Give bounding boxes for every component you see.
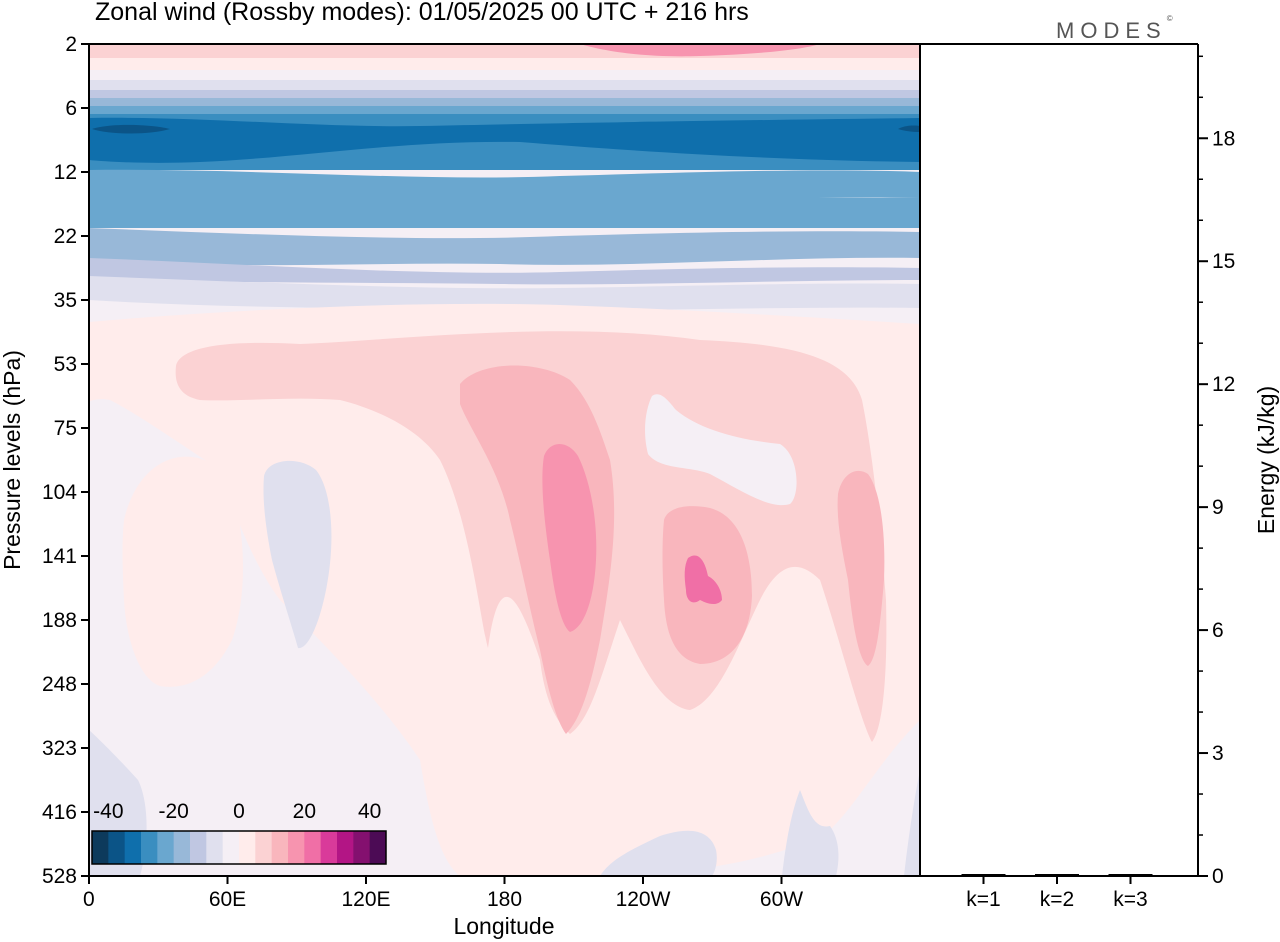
colorbar: -40 -20 0 20 40 [91,800,387,865]
band-lower-gray [89,258,920,285]
colorbar-tick-label: 0 [233,800,245,823]
colorbar-cell [141,831,158,864]
colorbar-tick-label: -40 [93,800,123,823]
band-easterly-core [89,117,920,163]
energy-bar [1035,874,1079,876]
westerly-top-pink [580,44,820,57]
colorbar-tick-label: 40 [358,800,381,823]
colorbar-cell [353,831,371,864]
pressure-tick-label: 248 [42,673,77,696]
surface-pocket-mid [600,830,717,876]
longitude-tick-label: 60W [760,888,803,911]
pressure-tick-label: 188 [42,609,77,632]
energy-category-label: k=3 [1113,888,1147,911]
westerly-west-pale [122,456,243,687]
colorbar-cell [304,831,322,864]
energy-tick-label: 9 [1212,496,1224,519]
colorbar-cell [239,831,256,864]
westerly-core-2 [684,555,722,605]
energy-bar [1108,874,1153,876]
chart-title: Zonal wind (Rossby modes): 01/05/2025 00… [95,0,749,26]
energy-tick-label: 15 [1212,250,1235,273]
energy-category-label: k=2 [1040,888,1074,911]
energy-bar [961,874,1006,876]
band-easterly-2 [89,169,920,204]
energy-tick-label: 3 [1212,742,1224,765]
colorbar-cell [108,831,126,864]
pressure-tick-label: 22 [54,225,77,248]
colorbar-cell [222,831,240,864]
colorbar-tick-label: 20 [293,800,316,823]
band-top-gray [89,90,920,98]
energy-tick-label: 0 [1212,865,1224,888]
westerly-core-1 [542,444,597,632]
energy-tick-label: 18 [1212,127,1235,150]
pressure-tick-label: 35 [54,289,77,312]
surface-pocket-right [782,790,839,876]
longitude-tick-label: 60E [209,888,246,911]
pressure-tick-label: 6 [65,97,77,120]
easterly-pocket-1 [263,460,332,649]
pressure-tick-label: 141 [42,545,77,568]
colorbar-cell [190,831,207,864]
energy-tick-label: 12 [1212,373,1235,396]
longitude-tick-label: 0 [83,888,95,911]
colorbar-tick-label: -20 [158,800,188,823]
logo-text: MODES [1056,18,1167,43]
energy-tick-group: 0 3 6 9 12 15 18 [1198,55,1235,888]
energy-panel: 0 3 6 9 12 15 18 k=1 k=2 k=3 Energy (kJ/kg) [920,43,1279,911]
energy-axis-title: Energy (kJ/kg) [1253,386,1279,534]
band-easterly-dark-2 [898,125,920,132]
energy-category-label: k=1 [966,888,1000,911]
colorbar-cells [92,831,387,864]
energy-bar-group [961,874,1153,876]
band-top-lav [89,80,920,90]
pressure-tick-label: 53 [54,353,77,376]
contour-field [89,44,920,876]
colorbar-labels: -40 -20 0 20 40 [93,800,381,823]
colorbar-cell [255,831,273,864]
x-axis-title: Longitude [453,913,554,939]
band-easterly-dark [92,124,170,134]
surface-pocket-far-right [904,770,920,876]
colorbar-cell [92,831,109,864]
band-top-mblue [89,106,920,114]
band-top-lblue [89,98,920,106]
colorbar-frame [91,830,387,865]
westerly-east-lobe [837,470,885,666]
colorbar-cell [206,831,224,864]
colorbar-cell [157,831,175,864]
colorbar-cell [320,831,338,864]
pressure-tick-label: 104 [42,481,77,504]
band-lower-lblue [89,198,920,228]
pressure-tick-label: 2 [65,33,77,56]
pressure-tick-label: 12 [54,161,77,184]
longitude-tick-label: 120E [341,888,390,911]
colorbar-cell [173,831,191,864]
pressure-tick-group: 2 6 12 22 35 53 75 104 141 188 248 323 416 528 [42,33,89,888]
colorbar-cell [124,831,142,864]
band-top-pale [89,58,920,70]
energy-xlabel-group: k=1 k=2 k=3 [966,876,1148,911]
colorbar-cell [369,831,387,864]
white-pocket [645,394,797,506]
pressure-tick-label: 75 [54,417,77,440]
longitude-tick-group: 0 60E 120E 180 120W 60W [83,876,803,911]
y-axis-title: Pressure levels (hPa) [0,350,25,570]
energy-tick-label: 6 [1212,619,1224,642]
band-top-white [89,70,920,80]
longitude-tick-label: 180 [487,888,522,911]
colorbar-cell [271,831,289,864]
logo-mark: © [1166,14,1173,23]
colorbar-cell [288,831,305,864]
band-lower-blue-edge [89,228,920,266]
modes-logo: MODES© [1056,14,1173,44]
pressure-tick-label: 323 [42,737,77,760]
band-lower-lav [89,276,920,311]
colorbar-cell [337,831,354,864]
pressure-tick-label: 416 [42,801,77,824]
longitude-tick-label: 120W [616,888,671,911]
pressure-tick-label: 528 [42,865,77,888]
